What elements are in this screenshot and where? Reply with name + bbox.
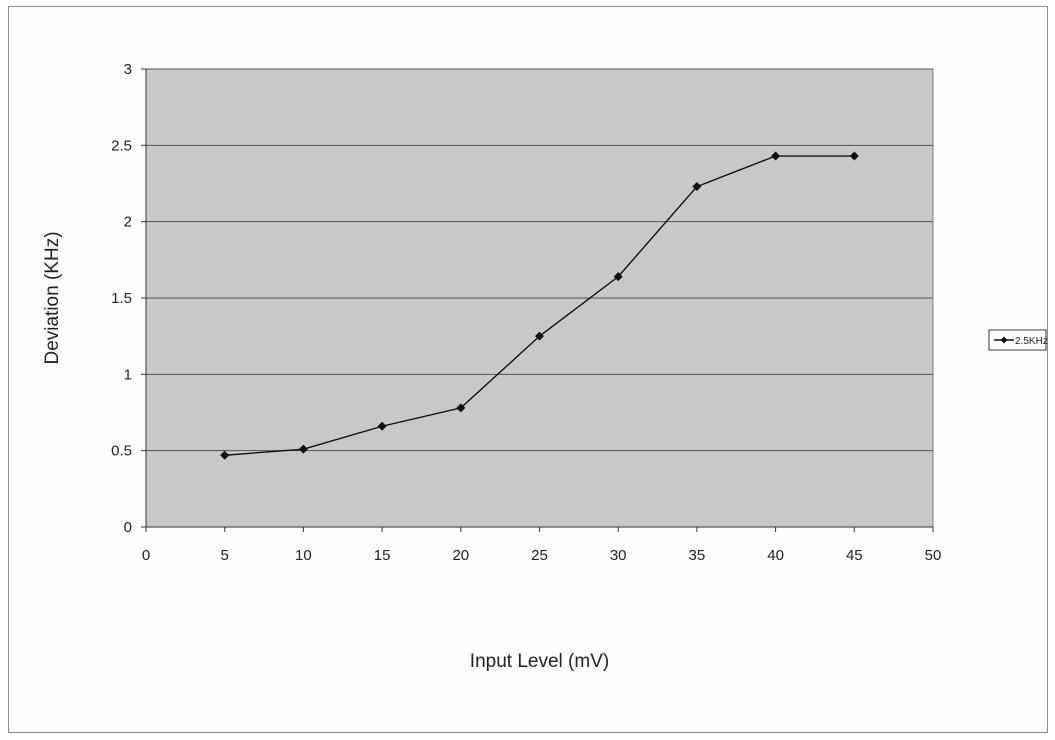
legend-marker	[1000, 336, 1008, 344]
data-point	[692, 182, 702, 192]
legend-label: 2.5KHz	[1015, 336, 1048, 347]
y-axis: 0 0.5 1 1.5 2 2.5 3	[111, 61, 147, 536]
y-tick-label: 1	[124, 366, 132, 383]
x-tick-label: 50	[925, 547, 942, 564]
x-tick-label: 0	[142, 547, 150, 564]
x-tick-label: 30	[610, 547, 627, 564]
y-axis-label: Deviation (KHz)	[42, 231, 63, 364]
data-point	[535, 331, 544, 341]
y-tick-label: 2	[124, 214, 132, 231]
x-tick-label: 20	[452, 547, 469, 564]
data-point	[377, 421, 387, 431]
y-tick-label: 0.5	[111, 443, 132, 460]
data-point	[456, 403, 466, 413]
y-tick-label: 3	[124, 61, 132, 78]
data-point	[220, 450, 230, 460]
y-tick-label: 1.5	[111, 290, 132, 307]
x-axis: 0 5 10 15 20 25 30 35 40 45 50	[142, 526, 942, 564]
x-tick-label: 10	[295, 547, 312, 564]
y-tick-label: 0	[124, 519, 132, 536]
data-point	[771, 151, 781, 161]
data-point	[849, 151, 859, 161]
x-tick-label: 40	[767, 547, 784, 564]
x-tick-label: 5	[221, 547, 229, 564]
x-tick-label: 25	[531, 547, 548, 564]
series-group	[220, 151, 859, 460]
legend: 2.5KHz	[988, 329, 1048, 351]
x-tick-label: 35	[689, 547, 706, 564]
y-tick-label: 2.5	[111, 137, 132, 154]
data-point	[298, 444, 308, 454]
x-tick-label: 15	[374, 547, 391, 564]
legend-box	[988, 329, 1047, 351]
x-tick-label: 45	[846, 547, 863, 564]
data-point	[613, 272, 623, 282]
x-axis-label: Input Level (mV)	[470, 651, 609, 672]
